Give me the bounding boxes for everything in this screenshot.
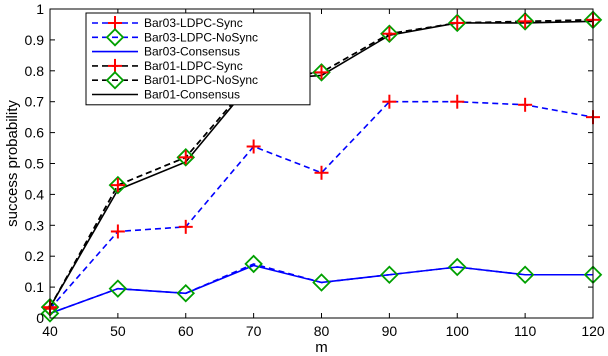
- data-point-bar01-ldpc-nosync: [108, 175, 128, 195]
- y-tick-label: 1: [36, 1, 44, 17]
- legend-entry: Bar03-LDPC-Sync: [92, 16, 243, 30]
- legend-entry: Bar03-Consensus: [92, 45, 240, 59]
- data-point-bar01-ldpc-sync: [110, 178, 125, 193]
- x-tick-label: 40: [42, 323, 58, 339]
- y-tick-label: 0: [36, 310, 44, 326]
- y-tick-label: 0.9: [25, 32, 45, 48]
- legend-marker: [108, 58, 122, 73]
- data-point-bar03-ldpc-nosync: [244, 254, 263, 274]
- data-point-bar01-ldpc-sync: [178, 150, 193, 165]
- data-point-bar01-ldpc-nosync: [176, 148, 196, 167]
- data-point-bar01-ldpc-sync: [382, 26, 397, 41]
- legend-marker: [105, 70, 125, 90]
- y-axis-title: success probability: [4, 100, 21, 227]
- y-tick-label: 0.5: [25, 156, 45, 172]
- data-point-bar01-ldpc-sync: [314, 65, 329, 80]
- y-tick-label: 0.7: [25, 94, 45, 110]
- plot-area: [40, 10, 603, 323]
- legend-label: Bar03-Consensus: [144, 45, 240, 59]
- series-line-bar03-ldpc-nosync: [49, 263, 593, 315]
- data-point-bar01-ldpc-nosync: [312, 63, 331, 82]
- y-tick-label: 0.6: [25, 125, 45, 141]
- x-tick-label: 100: [446, 323, 470, 339]
- legend: Bar03-LDPC-SyncBar03-LDPC-NoSyncBar03-Co…: [85, 12, 311, 106]
- data-point-bar03-ldpc-sync: [450, 94, 465, 109]
- y-tick-label: 0.4: [25, 186, 45, 202]
- x-tick-label: 120: [581, 323, 605, 339]
- legend-entry: Bar03-LDPC-NoSync: [92, 28, 258, 47]
- data-point-bar01-ldpc-sync: [518, 14, 533, 29]
- legend-label: Bar01-LDPC-NoSync: [144, 73, 258, 87]
- data-point-bar03-ldpc-nosync: [312, 273, 331, 292]
- data-point-bar03-ldpc-nosync: [176, 284, 196, 303]
- data-point-bar01-ldpc-nosync: [447, 13, 467, 33]
- data-point-bar03-ldpc-nosync: [108, 279, 128, 298]
- axes: 40 50 60 70 80 90 100 110 120 0 0.1 0.2 0.3 0.4 0.5 0.6…: [25, 1, 605, 339]
- series-line-bar03-ldpc-sync: [49, 100, 594, 310]
- data-point-bar03-ldpc-sync: [110, 224, 125, 239]
- data-point-bar03-ldpc-nosync: [447, 257, 467, 277]
- y-tick-label: 0.2: [25, 248, 45, 264]
- data-point-bar03-ldpc-sync: [382, 94, 397, 109]
- data-point-bar01-ldpc-nosync: [515, 12, 535, 31]
- x-tick-label: 50: [110, 323, 126, 339]
- data-point-bar03-ldpc-sync: [314, 165, 329, 180]
- legend-entry: Bar01-LDPC-Sync: [92, 58, 243, 73]
- legend-label: Bar03-LDPC-NoSync: [144, 30, 258, 44]
- x-tick-label: 70: [246, 323, 262, 339]
- x-tick-label: 60: [178, 323, 194, 339]
- data-point-bar03-ldpc-sync: [246, 139, 261, 154]
- x-tick-label: 110: [514, 323, 537, 339]
- y-tick-label: 0.3: [25, 217, 45, 233]
- data-point-bar03-ldpc-nosync: [380, 265, 399, 285]
- y-tick-label: 0.1: [25, 279, 45, 295]
- legend-label: Bar01-LDPC-Sync: [144, 59, 243, 73]
- data-point-bar03-ldpc-nosync: [515, 265, 535, 285]
- data-point-bar01-ldpc-sync: [450, 15, 465, 30]
- y-tick-label: 0.8: [25, 63, 45, 79]
- data-point-bar03-ldpc-sync: [518, 97, 533, 112]
- legend-label: Bar03-LDPC-Sync: [144, 16, 243, 30]
- legend-entry: Bar01-Consensus: [92, 88, 240, 102]
- x-tick-label: 90: [382, 323, 398, 339]
- x-axis-title: m: [315, 339, 328, 356]
- legend-label: Bar01-Consensus: [144, 88, 240, 102]
- legend-box: [85, 12, 311, 106]
- legend-marker: [108, 16, 122, 30]
- legend-entry: Bar01-LDPC-NoSync: [92, 70, 258, 90]
- data-point-bar03-ldpc-sync: [178, 219, 193, 234]
- data-point-bar01-ldpc-nosync: [380, 24, 399, 43]
- x-tick-label: 80: [314, 323, 330, 339]
- legend-marker: [105, 28, 125, 47]
